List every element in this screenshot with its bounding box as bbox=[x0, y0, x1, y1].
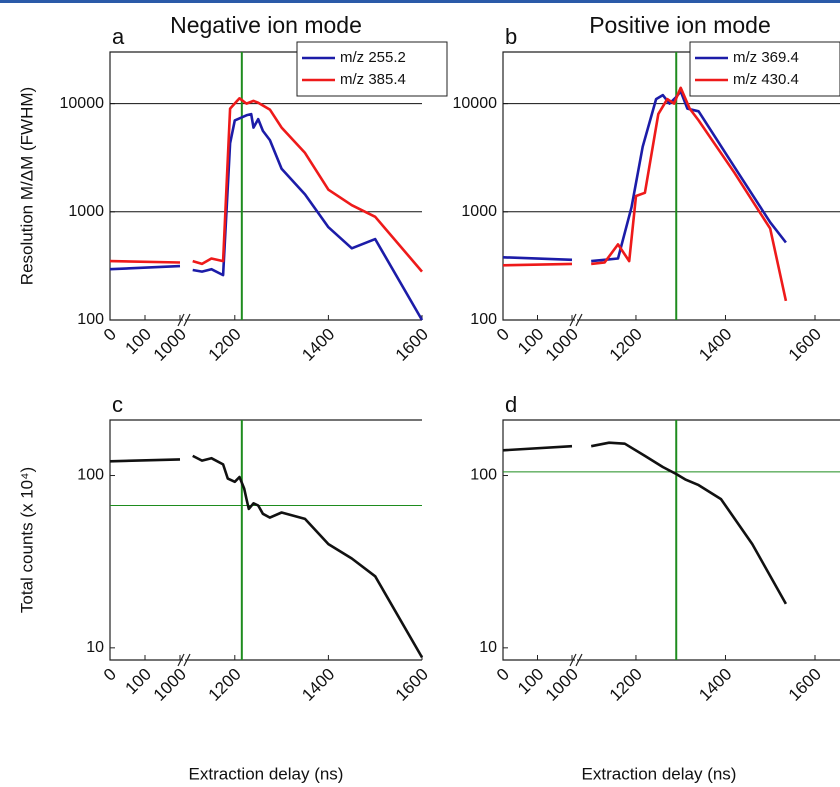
y-axis-label: Total counts (x 10⁴) bbox=[17, 467, 36, 613]
legend-box bbox=[689, 41, 840, 97]
axis-frame bbox=[502, 51, 840, 321]
x-tick-label: 1200 bbox=[205, 665, 245, 705]
legend-label: m/z 255.2 bbox=[340, 49, 406, 66]
axis-break bbox=[575, 653, 583, 667]
y-tick-label: 10 bbox=[479, 639, 497, 656]
x-tick-label: 100 bbox=[122, 665, 155, 698]
panel-label: b bbox=[505, 24, 517, 49]
x-tick-label: 1400 bbox=[298, 665, 338, 705]
x-tick-label: 1200 bbox=[606, 325, 646, 365]
top-border bbox=[0, 0, 840, 3]
data-line bbox=[109, 112, 424, 321]
x-tick-label: 1400 bbox=[695, 665, 735, 705]
y-tick-label: 100 bbox=[470, 467, 497, 484]
data-line bbox=[502, 86, 788, 302]
x-tick-label: 1000 bbox=[542, 325, 582, 365]
legend-label: m/z 385.4 bbox=[340, 71, 406, 88]
x-tick-label: 1600 bbox=[392, 665, 432, 705]
y-axis-label: Resolution M/ΔM (FWHM) bbox=[17, 87, 36, 285]
y-tick-label: 100 bbox=[470, 311, 497, 328]
axis-break bbox=[177, 313, 185, 327]
axis-break bbox=[177, 653, 185, 667]
y-tick-label: 10 bbox=[86, 639, 104, 656]
x-tick-label: 1000 bbox=[150, 665, 190, 705]
data-line bbox=[502, 90, 787, 263]
panel-title: Positive ion mode bbox=[589, 12, 771, 38]
legend-label: m/z 430.4 bbox=[733, 71, 799, 88]
x-tick-label: 0 bbox=[100, 325, 120, 345]
panel-label: d bbox=[505, 392, 517, 417]
legend-label: m/z 369.4 bbox=[733, 49, 799, 66]
axis-frame bbox=[109, 51, 422, 321]
y-tick-label: 10000 bbox=[453, 95, 498, 112]
x-tick-label: 1400 bbox=[298, 325, 338, 365]
x-tick-label: 0 bbox=[493, 665, 513, 685]
axis-frame bbox=[109, 419, 422, 661]
y-tick-label: 100 bbox=[77, 467, 104, 484]
y-tick-label: 10000 bbox=[60, 95, 105, 112]
y-tick-label: 1000 bbox=[461, 203, 497, 220]
axis-break bbox=[569, 653, 577, 667]
legend-box bbox=[296, 41, 448, 97]
x-tick-label: 1000 bbox=[542, 665, 582, 705]
x-tick-label: 1400 bbox=[695, 325, 735, 365]
x-tick-label: 0 bbox=[493, 325, 513, 345]
x-tick-label: 1600 bbox=[785, 325, 825, 365]
x-tick-label: 1000 bbox=[150, 325, 190, 365]
x-tick-label: 1200 bbox=[606, 665, 646, 705]
x-tick-label: 0 bbox=[100, 665, 120, 685]
data-line bbox=[109, 97, 423, 273]
y-tick-label: 100 bbox=[77, 311, 104, 328]
axis-break bbox=[183, 313, 191, 327]
y-tick-label: 1000 bbox=[68, 203, 104, 220]
axis-frame bbox=[502, 419, 840, 661]
x-tick-label: 100 bbox=[122, 325, 155, 358]
data-line bbox=[502, 441, 788, 605]
axis-break bbox=[575, 313, 583, 327]
x-axis-label: Extraction delay (ns) bbox=[189, 764, 344, 783]
data-line bbox=[109, 454, 424, 659]
axis-break bbox=[569, 313, 577, 327]
panel-label: c bbox=[112, 392, 123, 417]
panel-label: a bbox=[112, 24, 125, 49]
x-tick-label: 1600 bbox=[785, 665, 825, 705]
x-tick-label: 1200 bbox=[205, 325, 245, 365]
x-tick-label: 1600 bbox=[392, 325, 432, 365]
axis-break bbox=[183, 653, 191, 667]
panel-title: Negative ion mode bbox=[170, 12, 362, 38]
x-axis-label: Extraction delay (ns) bbox=[582, 764, 737, 783]
